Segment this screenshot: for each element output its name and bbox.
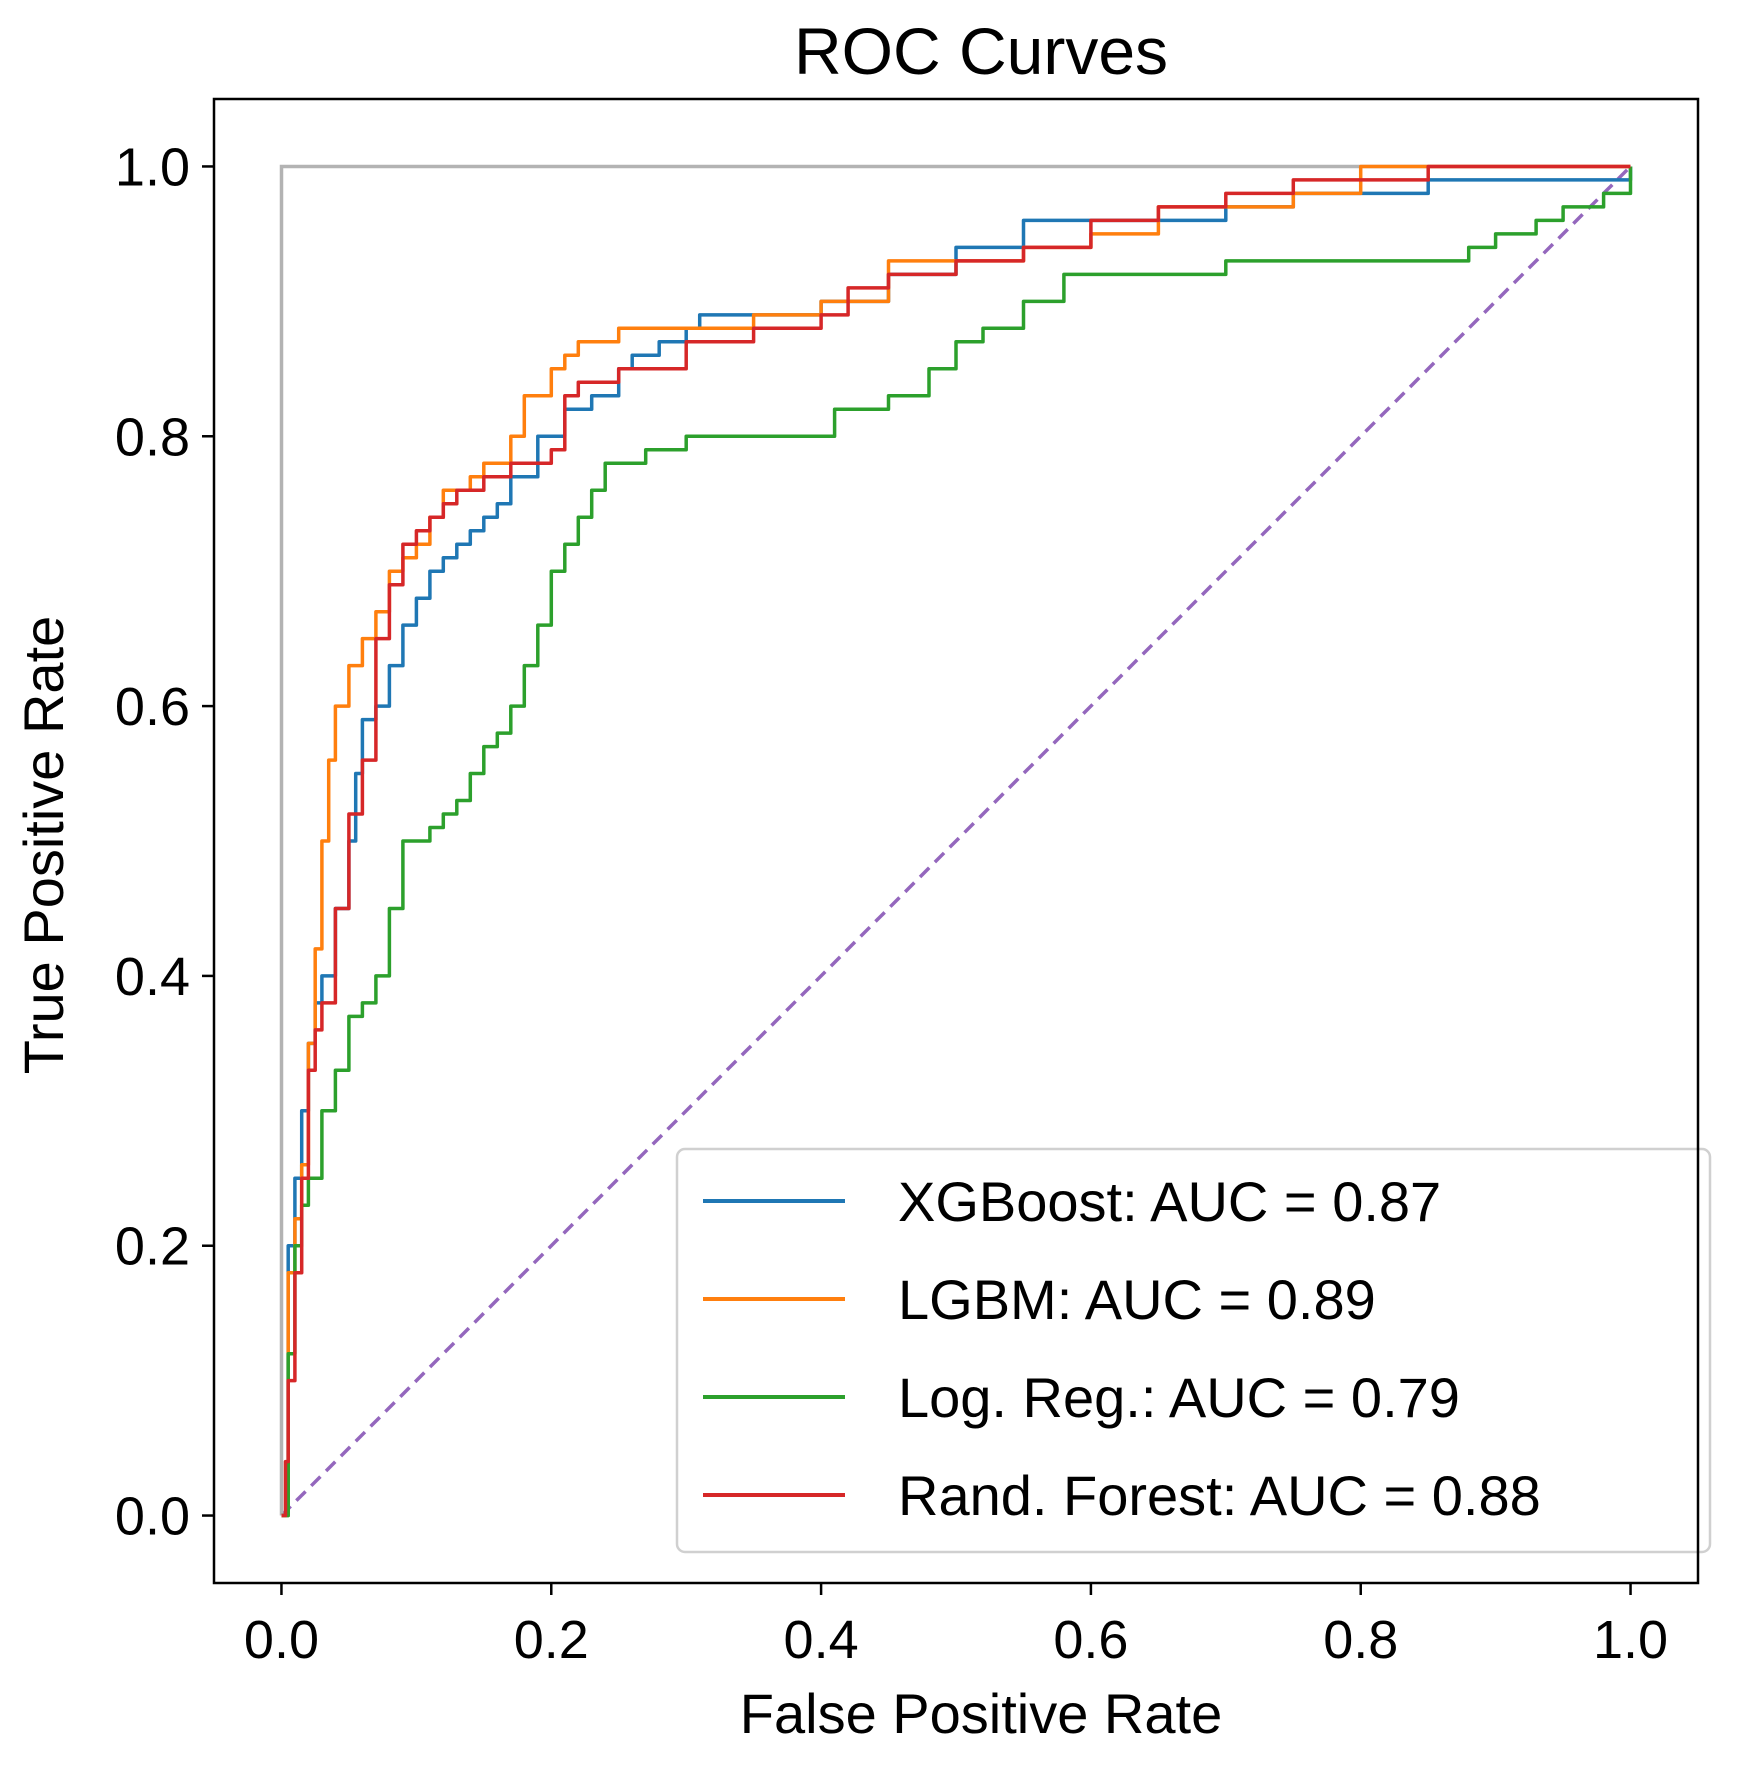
x-tick-label: 0.0 bbox=[244, 1610, 319, 1670]
legend: XGBoost: AUC = 0.87 LGBM: AUC = 0.89 Log. … bbox=[675, 1147, 1712, 1554]
x-tick-label: 0.2 bbox=[514, 1610, 589, 1670]
chart-title: ROC Curves bbox=[794, 14, 1168, 88]
y-ticks: 0.0 0.2 0.4 0.6 0.8 1.0 bbox=[115, 137, 214, 1547]
x-ticks: 0.0 0.2 0.4 0.6 0.8 1.0 bbox=[244, 1583, 1668, 1670]
legend-box bbox=[675, 1147, 1712, 1554]
y-tick-label: 0.2 bbox=[115, 1217, 190, 1277]
series-line-log-reg bbox=[281, 166, 1633, 1518]
y-tick-label: 0.4 bbox=[115, 947, 190, 1007]
legend-label-rand-forest: Rand. Forest: AUC = 0.88 bbox=[898, 1464, 1541, 1527]
x-axis-title: False Positive Rate bbox=[740, 1682, 1222, 1745]
y-tick-label: 0.8 bbox=[115, 407, 190, 467]
x-tick-label: 0.4 bbox=[784, 1610, 859, 1670]
legend-label-xgboost: XGBoost: AUC = 0.87 bbox=[898, 1170, 1441, 1233]
plot-lines bbox=[279, 164, 1633, 1518]
y-axis-title: True Positive Rate bbox=[12, 616, 75, 1075]
y-tick-label: 0.0 bbox=[115, 1487, 190, 1547]
y-tick-label: 0.6 bbox=[115, 677, 190, 737]
legend-label-log-reg: Log. Reg.: AUC = 0.79 bbox=[898, 1366, 1460, 1429]
plot-frame bbox=[212, 97, 1700, 1585]
x-tick-label: 0.8 bbox=[1323, 1610, 1398, 1670]
x-tick-label: 0.6 bbox=[1053, 1610, 1128, 1670]
y-tick-label: 1.0 bbox=[115, 137, 190, 197]
perfect-reference-line bbox=[279, 164, 1631, 1516]
legend-label-lgbm: LGBM: AUC = 0.89 bbox=[898, 1268, 1376, 1331]
chance-reference-line bbox=[280, 165, 1632, 1517]
series-line-rand-forest bbox=[281, 164, 1631, 1518]
x-tick-label: 1.0 bbox=[1593, 1610, 1668, 1670]
